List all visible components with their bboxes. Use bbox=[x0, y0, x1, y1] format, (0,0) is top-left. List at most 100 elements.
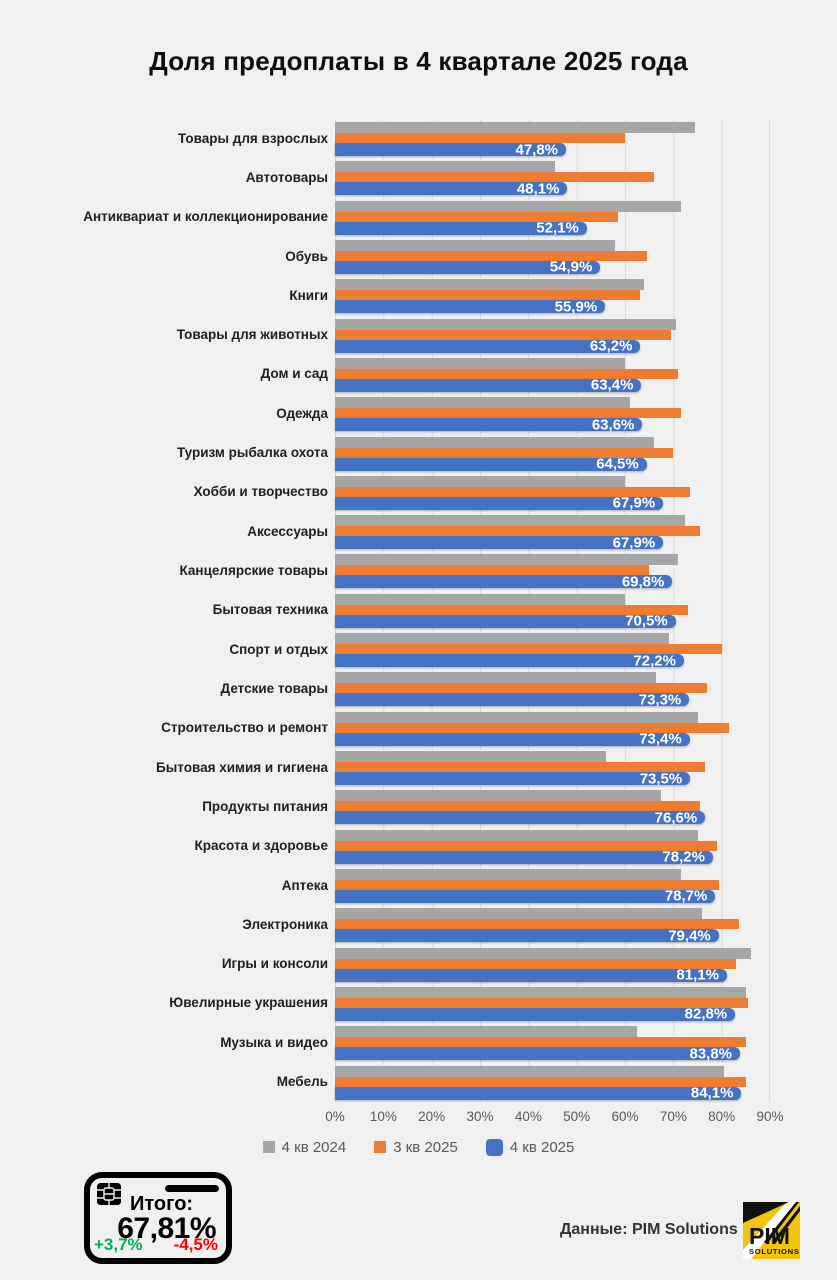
category-label: Аптека bbox=[281, 877, 328, 893]
bar-group: 79,4% bbox=[335, 905, 770, 944]
bar-q3-2025 bbox=[335, 604, 688, 615]
delta-up-value: +3,7% bbox=[94, 1235, 143, 1254]
legend-label: 4 кв 2024 bbox=[281, 1138, 347, 1156]
bar-q3-2025 bbox=[335, 722, 729, 733]
bar-q4-2024 bbox=[335, 515, 686, 527]
x-axis: 0% 10% 20% 30% 40% 50% 60% 70% 80% 90% bbox=[0, 1109, 837, 1126]
bar-q4-2024 bbox=[335, 986, 746, 998]
bar-q4-2025: 54,9% bbox=[335, 260, 601, 275]
bar-q4-2025: 63,6% bbox=[335, 416, 643, 434]
delta-down-value: -4,5% bbox=[173, 1235, 218, 1254]
bar-q4-2024 bbox=[335, 711, 698, 723]
category-label: Ювелирные украшения bbox=[169, 995, 328, 1011]
x-axis-tick: 80% bbox=[708, 1108, 736, 1124]
bar-q4-2025: 76,6% bbox=[335, 809, 706, 827]
data-label: 73,3% bbox=[638, 691, 682, 709]
data-label: 82,8% bbox=[684, 1005, 728, 1023]
bar-q4-2024 bbox=[335, 279, 645, 291]
bar-q3-2025 bbox=[335, 290, 640, 301]
bar-group: 72,2% bbox=[335, 630, 770, 669]
category-label: Аксессуары bbox=[247, 523, 328, 539]
bar-q3-2025 bbox=[335, 958, 737, 969]
data-label: 70,5% bbox=[625, 612, 668, 630]
x-axis-tick: 20% bbox=[418, 1108, 446, 1124]
bar-q4-2025: 55,9% bbox=[335, 298, 606, 316]
bar-q4-2024 bbox=[335, 751, 606, 762]
category-label: Строительство и ремонт bbox=[161, 720, 328, 736]
bar-group: 73,5% bbox=[335, 748, 770, 787]
bar-q3-2025 bbox=[335, 526, 700, 537]
category-label: Бытовая техника bbox=[212, 602, 328, 618]
bar-q4-2024 bbox=[335, 200, 681, 212]
category-label: Продукты питания bbox=[202, 798, 328, 814]
axis-tick-area: 0% 10% 20% 30% 40% 50% 60% 70% 80% 90% bbox=[325, 1108, 783, 1126]
totals-card: Итого: 67,81% +3,7% -4,5% bbox=[84, 1172, 232, 1264]
category-label: Музыка и видео bbox=[220, 1034, 328, 1050]
bar-q3-2025 bbox=[335, 250, 647, 261]
data-label: 78,2% bbox=[662, 848, 705, 866]
bar-q4-2025: 47,8% bbox=[335, 142, 567, 157]
bar-q3-2025 bbox=[335, 762, 705, 772]
data-label: 67,9% bbox=[612, 534, 656, 552]
bar-q3-2025 bbox=[335, 879, 720, 890]
bar-q4-2025: 63,2% bbox=[335, 339, 641, 354]
legend-label: 4 кв 2025 bbox=[509, 1138, 575, 1156]
bar-q4-2024 bbox=[335, 672, 657, 684]
category-label: Антиквариат и коллекционирование bbox=[83, 209, 328, 225]
bar-q4-2024 bbox=[335, 397, 630, 409]
x-axis-tick: 40% bbox=[514, 1108, 542, 1124]
category-label: Дом и сад bbox=[260, 366, 328, 382]
bar-group: 82,8% bbox=[335, 984, 770, 1023]
category-label: Обувь bbox=[285, 248, 328, 264]
bar-q4-2025: 69,8% bbox=[335, 574, 673, 589]
card-chip-icon bbox=[97, 1183, 121, 1205]
bar-group: 48,1% bbox=[335, 158, 770, 197]
bar-group: 47,8% bbox=[335, 119, 770, 158]
data-label: 79,4% bbox=[668, 927, 711, 945]
bar-group: 55,9% bbox=[335, 276, 770, 315]
bar-q4-2025: 81,1% bbox=[335, 968, 727, 983]
bar-q3-2025 bbox=[335, 368, 679, 379]
data-label: 83,8% bbox=[689, 1045, 733, 1063]
bar-q3-2025 bbox=[335, 486, 691, 497]
bar-q4-2024 bbox=[335, 161, 555, 173]
x-axis-tick: 60% bbox=[611, 1108, 639, 1124]
bar-q4-2025: 78,7% bbox=[335, 887, 716, 905]
x-axis-tick: 90% bbox=[756, 1108, 784, 1124]
data-label: 55,9% bbox=[554, 298, 598, 316]
bar-q4-2025: 52,1% bbox=[335, 221, 587, 236]
legend-item: 4 кв 2025 bbox=[485, 1138, 575, 1156]
bar-q4-2024 bbox=[335, 122, 696, 133]
bar-group: 81,1% bbox=[335, 945, 770, 984]
data-label: 63,6% bbox=[591, 416, 635, 434]
bar-q4-2024 bbox=[335, 908, 703, 920]
category-label: Туризм рыбалка охота bbox=[176, 445, 328, 461]
data-label: 78,7% bbox=[664, 887, 708, 905]
totals-value: 67,81% bbox=[117, 1212, 216, 1245]
axis-spacer bbox=[32, 1109, 335, 1126]
bar-group: 78,7% bbox=[335, 866, 770, 905]
bar-group: 67,9% bbox=[335, 473, 770, 512]
bar-q4-2025: 84,1% bbox=[335, 1086, 742, 1101]
bar-q3-2025 bbox=[335, 133, 625, 143]
bar-q4-2025: 82,8% bbox=[335, 1005, 736, 1023]
bar-q4-2024 bbox=[335, 829, 698, 841]
data-label: 73,5% bbox=[639, 770, 683, 787]
bar-group: 78,2% bbox=[335, 827, 770, 866]
data-label: 76,6% bbox=[654, 809, 698, 827]
bar-q4-2024 bbox=[335, 1065, 725, 1077]
category-label: Детские товары bbox=[220, 680, 328, 696]
bar-q3-2025 bbox=[335, 172, 654, 183]
plot-area: 47,8% 48,1% 52,1% 54,9% bbox=[335, 119, 770, 1102]
legend-label: 3 кв 2025 bbox=[393, 1138, 458, 1156]
data-label: 64,5% bbox=[596, 455, 639, 473]
bar-q4-2025: 63,4% bbox=[335, 378, 642, 393]
bar-group: 76,6% bbox=[335, 787, 770, 826]
category-label: Книги bbox=[289, 287, 328, 303]
bar-q4-2025: 78,2% bbox=[335, 848, 713, 866]
bar-q4-2024 bbox=[335, 947, 751, 959]
category-label: Автотовары bbox=[245, 169, 328, 185]
data-source-label: Данные: PIM Solutions bbox=[560, 1221, 738, 1238]
bar-chart: Товары для взрослых Автотовары Антиквариат… bbox=[0, 119, 837, 1102]
